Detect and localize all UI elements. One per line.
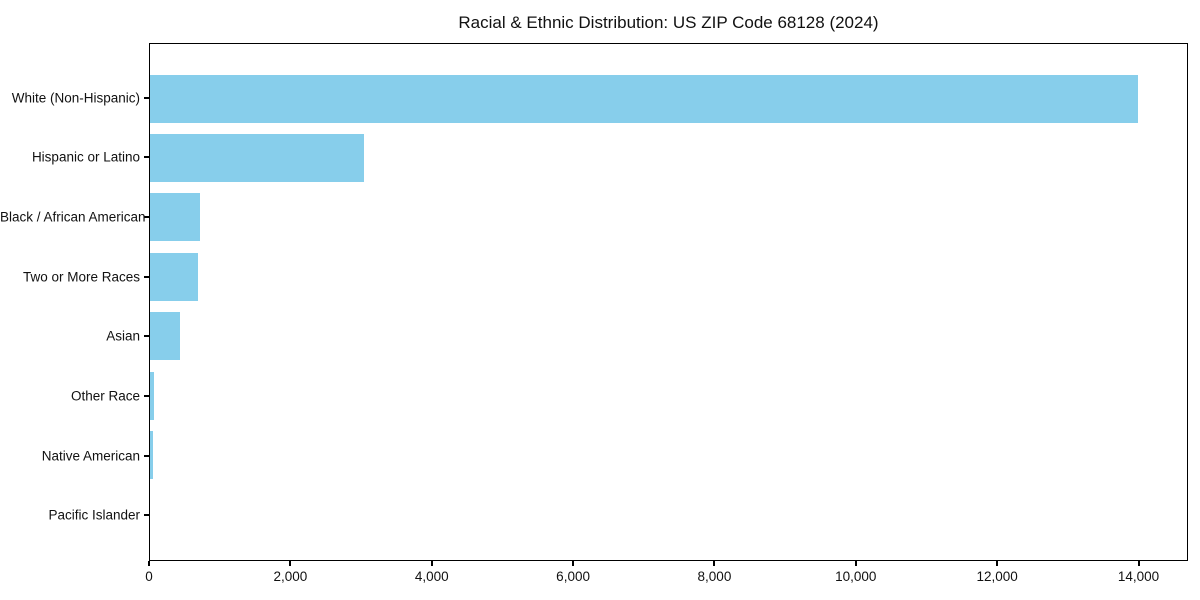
- bar: [150, 371, 155, 420]
- y-tick-label: Two or More Races: [22, 269, 140, 285]
- y-tick-label: Native American: [41, 448, 140, 464]
- y-tick-mark: [144, 454, 149, 457]
- y-tick-mark: [144, 156, 149, 159]
- bar: [150, 252, 198, 301]
- x-tick-mark: [430, 561, 433, 566]
- x-tick-mark: [572, 561, 575, 566]
- y-tick-label: Hispanic or Latino: [31, 149, 140, 165]
- bar: [150, 134, 364, 183]
- y-tick-label: Other Race: [70, 388, 140, 404]
- y-tick-mark: [144, 514, 149, 517]
- y-tick-mark: [144, 216, 149, 219]
- chart-title: Racial & Ethnic Distribution: US ZIP Cod…: [458, 13, 879, 32]
- x-tick-label: 6,000: [556, 569, 590, 584]
- y-tick-label: Asian: [106, 328, 140, 344]
- y-tick-label: Black / African American: [0, 209, 146, 225]
- x-tick-mark: [289, 561, 292, 566]
- x-tick-mark: [1137, 561, 1140, 566]
- bar: [150, 74, 1138, 123]
- bar-row: [150, 425, 1187, 484]
- bar-row: [150, 188, 1187, 247]
- bar-row: [150, 307, 1187, 366]
- y-tick-label: Pacific Islander: [48, 507, 140, 523]
- y-tick-mark: [144, 96, 149, 99]
- bar: [150, 430, 153, 479]
- x-tick-label: 2,000: [273, 569, 308, 584]
- bar-row: [150, 366, 1187, 425]
- x-tick-label: 0: [145, 569, 153, 584]
- bar: [150, 193, 201, 242]
- x-tick-label: 8,000: [697, 569, 732, 584]
- bar-row: [150, 247, 1187, 306]
- bar: [150, 312, 181, 361]
- bar-row: [150, 485, 1187, 544]
- bar-row: [150, 128, 1187, 187]
- x-tick-label: 12,000: [976, 569, 1018, 584]
- y-tick-mark: [144, 335, 149, 338]
- bar-row: [150, 69, 1187, 128]
- bar-rows: [150, 44, 1187, 560]
- x-tick-mark: [996, 561, 999, 566]
- x-tick-mark: [148, 561, 150, 566]
- x-tick-label: 14,000: [1117, 569, 1160, 584]
- x-tick-label: 10,000: [835, 569, 877, 584]
- x-tick-mark: [854, 561, 857, 566]
- plot-area: [149, 43, 1188, 561]
- x-tick-label: 4,000: [414, 569, 449, 584]
- y-tick-label: White (Non-Hispanic): [11, 90, 140, 106]
- x-tick-mark: [713, 561, 716, 566]
- y-tick-mark: [144, 394, 149, 397]
- y-tick-mark: [144, 275, 149, 278]
